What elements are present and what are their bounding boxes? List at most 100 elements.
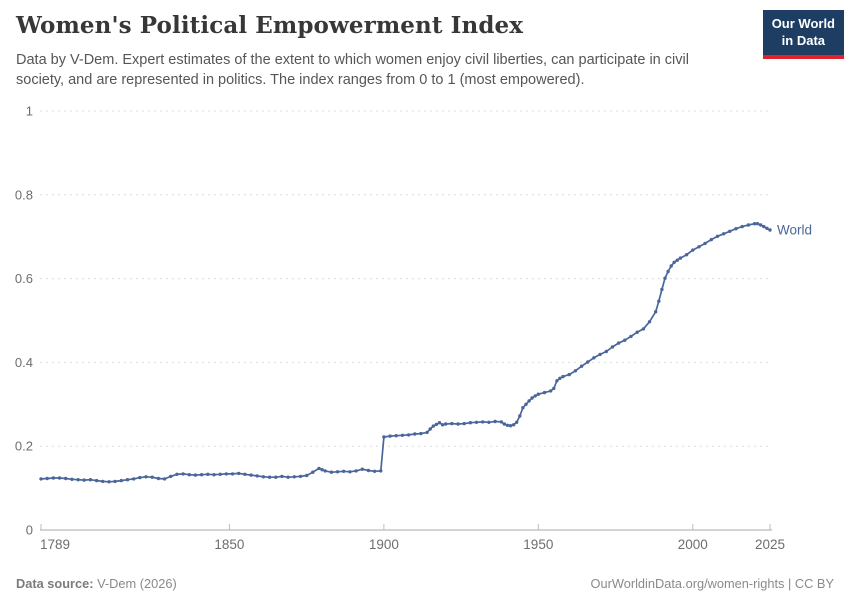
world-line-point [654,310,658,314]
world-line-point [536,392,540,396]
world-line-point [372,469,377,473]
world-line-point [675,258,679,262]
world-line-point [635,330,639,334]
data-source-value: V-Dem (2026) [97,576,177,591]
world-line-point [431,424,435,428]
world-line[interactable] [40,222,771,483]
world-line-point [274,475,278,479]
y-axis-tick-label: 0.4 [15,355,33,370]
world-line-point [76,478,80,482]
x-axis-tick-label: 1900 [369,537,399,552]
world-line-point [323,469,327,473]
world-line-point [474,420,479,424]
world-line-point [342,469,346,473]
world-line-point [598,352,602,357]
world-line-point [552,386,556,391]
world-line-point [468,421,473,425]
world-line-point [193,473,198,477]
world-line-point [63,476,68,481]
world-line-point [311,470,315,474]
world-line-point [524,402,528,406]
world-line-point [400,433,405,437]
world-line-point [379,469,383,473]
world-line-point [768,228,772,232]
world-line-point [740,224,744,229]
world-line-point [57,476,62,480]
world-line-point [573,369,578,373]
world-line-point [243,472,247,476]
world-line-point [579,364,584,368]
world-line-point [206,472,210,476]
world-line-point [138,475,142,480]
world-line-point [329,470,334,474]
world-line-point [255,474,259,478]
world-line-point [237,471,241,476]
world-line-point [280,474,284,479]
world-line-point [752,222,757,226]
world-line-point [558,376,562,380]
world-line-point [530,396,534,400]
world-line-point [762,224,766,229]
x-axis-tick-label: 2025 [755,537,785,552]
world-line-point [366,468,371,473]
world-line-point [101,479,105,484]
world-line-point [150,475,154,479]
world-line-point [684,253,689,257]
chart-subtitle: Data by V-Dem. Expert estimates of the e… [16,52,689,88]
world-line-point [382,435,386,439]
world-line-point [549,389,553,393]
world-line-point [592,356,596,360]
world-line-point [425,430,429,435]
world-line-point [728,229,732,233]
world-line-point [249,473,253,477]
y-axis-tick-label: 0.8 [15,187,33,202]
world-line-point [691,248,695,252]
world-line-point [162,477,167,481]
world-line-point [666,269,670,274]
world-line-point [218,472,222,476]
world-line-point [765,226,769,230]
world-line-point [320,468,324,472]
attribution-text: OurWorldinData.org/women-rights | CC BY [590,576,834,591]
world-line-point [181,472,185,476]
world-line-point [267,475,272,479]
world-line-point [419,431,423,436]
world-line-point [450,421,454,426]
world-line-point [533,394,537,398]
world-line-point [502,422,506,426]
x-axis-tick-label: 1789 [40,537,70,552]
world-line-point [616,341,621,345]
world-line-point [444,422,448,426]
world-line-point [51,476,56,480]
world-line-point [734,227,738,231]
world-line-point [755,222,760,226]
chart-footer: Data source: V-Dem (2026) OurWorldinData… [16,576,834,591]
series-label-world[interactable]: World [777,222,812,237]
world-line-point [623,338,627,342]
world-line-point [610,345,615,349]
world-line-point [481,420,485,424]
x-axis-tick-label: 1850 [214,537,244,552]
world-line-point [82,478,86,482]
world-line-point [499,420,503,424]
world-line-point [672,260,676,264]
y-axis-tick-label: 1 [26,104,33,119]
world-line-point [45,476,49,481]
world-line-point [641,327,646,331]
world-line-point [709,237,713,242]
world-line-point [561,374,565,379]
world-line-point [678,256,683,260]
owid-logo-line1: Our World [771,16,835,31]
world-line-point [113,479,117,484]
world-line-point [199,473,204,477]
world-line-point [125,478,130,482]
y-axis-tick-label: 0.2 [15,439,33,454]
world-line-point [703,241,707,246]
world-line-point [505,423,510,427]
world-line-point [413,432,417,436]
world-line-point [230,472,235,476]
world-line-point [261,475,266,479]
world-line-point [406,433,411,437]
world-line-point [39,477,43,481]
